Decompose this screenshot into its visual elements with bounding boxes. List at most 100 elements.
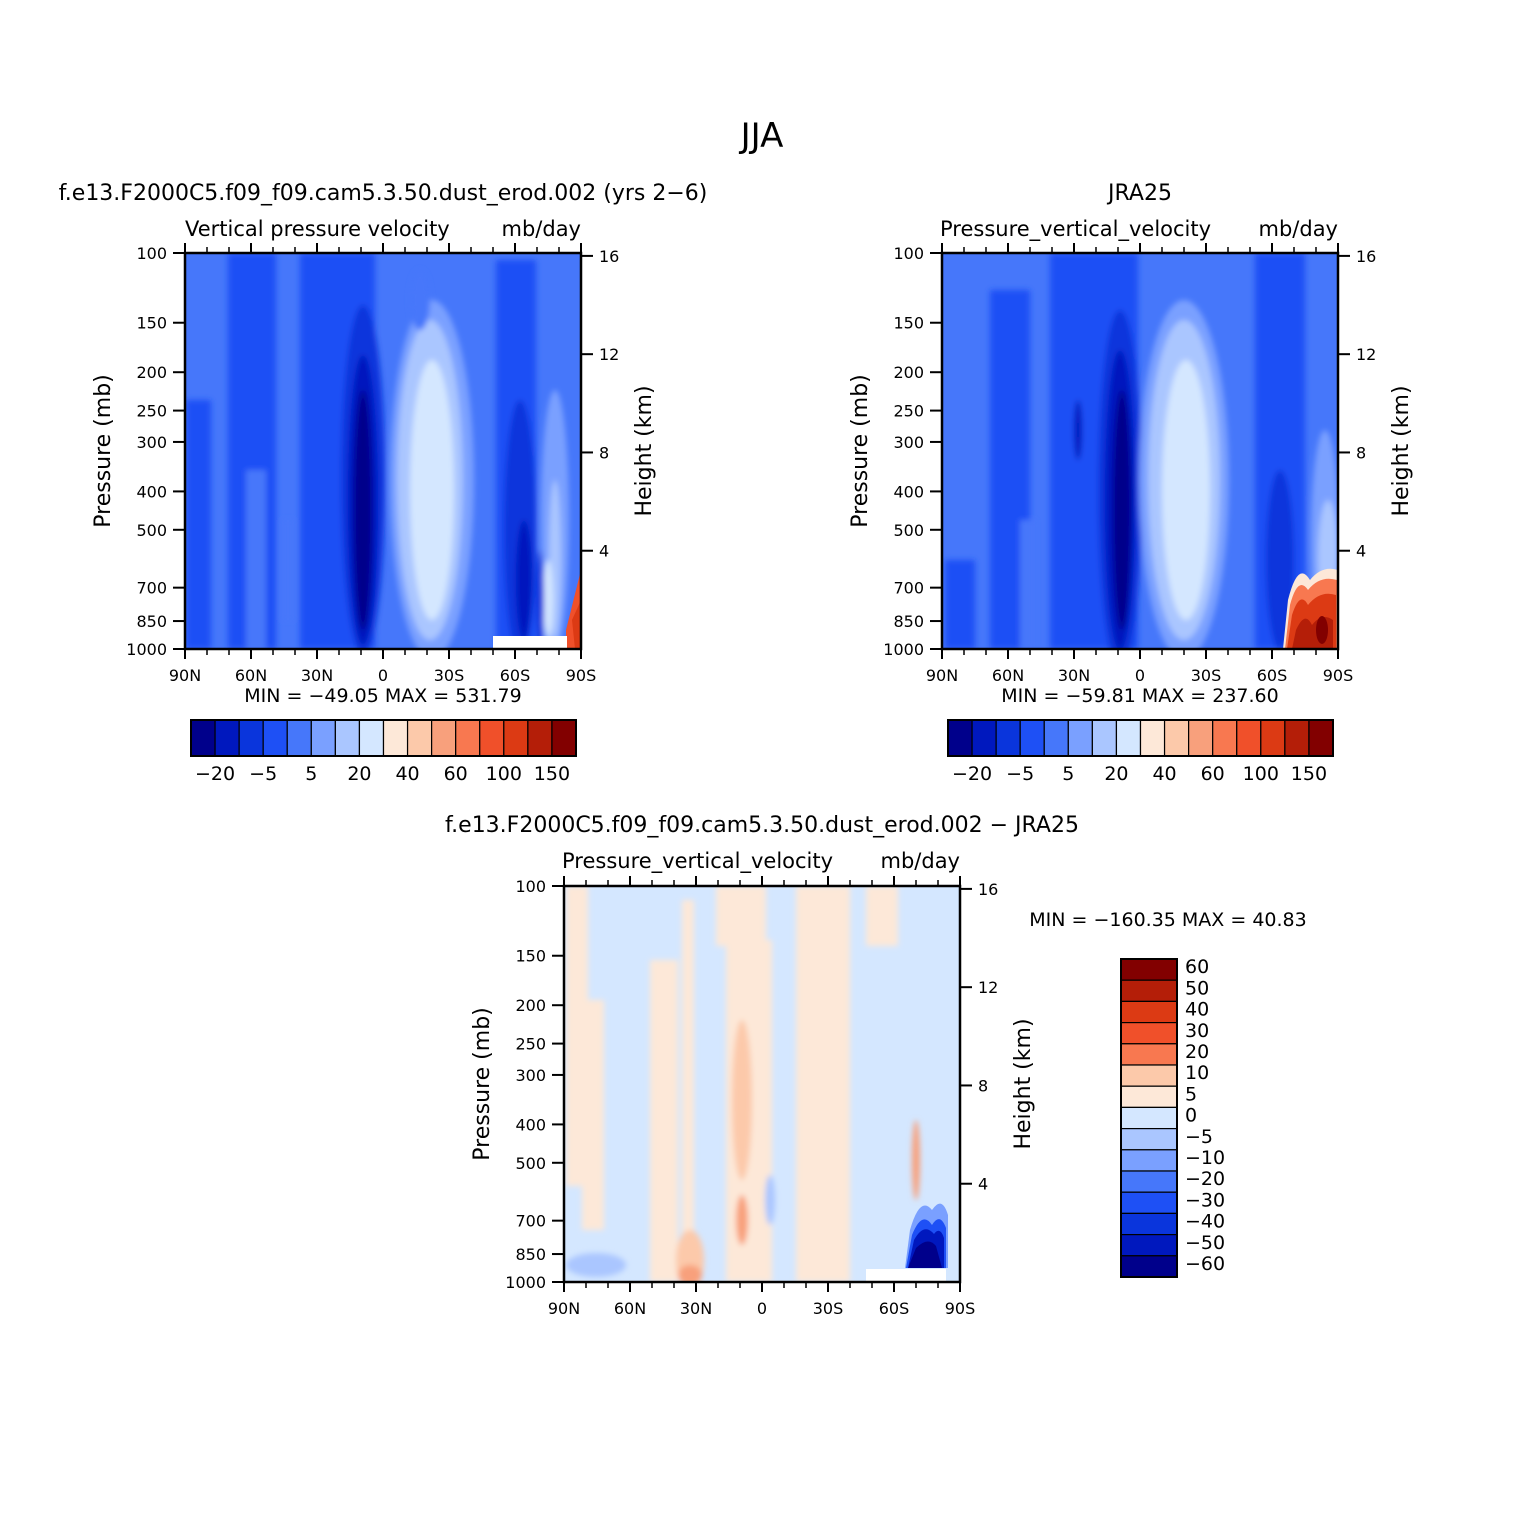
pressure-tick-label: 850 [515,1245,546,1264]
colorbar-label: 100 [1243,763,1279,785]
colorbar-swatch [1120,1043,1178,1066]
pressure-tick-label: 200 [136,363,167,382]
colorbar-swatch [1188,719,1214,757]
colorbar-label: 100 [486,763,522,785]
colorbar-label: −60 [1185,1253,1225,1275]
colorbar-label: 150 [1291,763,1327,785]
lat-tick-label: 90S [945,1299,976,1318]
lat-tick-label: 90N [926,666,958,685]
colorbar-swatch [1120,1021,1178,1045]
lat-tick-label: 90S [566,666,597,685]
pressure-tick-label: 400 [136,482,167,501]
colorbar-label: −20 [1185,1168,1225,1190]
panel-model-axes: 100 150 200 250 300 400 500 700 850 1000 16 12 8 4 90N… [91,243,657,685]
colorbar-label: 60 [1201,763,1225,785]
colorbar-label: 40 [1185,999,1209,1021]
colorbar-swatch [1236,719,1262,757]
colorbar-swatch [1120,1255,1178,1278]
lat-tick-label: 30N [1058,666,1090,685]
y-axis-label-height: Height (km) [1389,385,1414,516]
pressure-tick-label: 150 [136,314,167,333]
colorbar-outline [947,719,1334,757]
colorbar-swatch [1120,979,1178,1003]
height-tick-label: 16 [599,247,619,266]
colorbar-swatch [214,719,240,757]
colorbar-swatch [238,719,264,757]
panel-diff-var-title: Pressure_vertical_velocity [562,849,833,874]
panel-diff-stats: MIN = −160.35 MAX = 40.83 [1029,909,1306,931]
colorbar-swatch [262,719,288,757]
colorbar-label: 20 [347,763,371,785]
pressure-tick-label: 700 [515,1212,546,1231]
pressure-tick-label: 300 [893,433,924,452]
pressure-tick-label: 150 [893,314,924,333]
lat-tick-label: 30N [301,666,333,685]
pressure-tick-label: 100 [515,877,546,896]
lat-tick-label: 0 [1135,666,1145,685]
panel-model: f.e13.F2000C5.f09_f09.cam5.3.50.dust_ero… [59,181,708,785]
colorbar-label: −5 [1185,1126,1213,1148]
lat-tick-label: 30N [680,1299,712,1318]
colorbar-swatch [971,719,997,757]
colorbar-swatch [1120,1233,1178,1257]
pressure-tick-label: 300 [136,433,167,452]
y-axis-label-pressure: Pressure (mb) [91,374,116,528]
colorbar-label: 50 [1185,977,1209,999]
colorbar-label: −30 [1185,1189,1225,1211]
height-tick-label: 4 [978,1175,988,1194]
colorbar-swatch [1120,1170,1178,1193]
colorbar-swatch [947,719,973,757]
pressure-tick-label: 200 [515,996,546,1015]
panel-obs: JRA25 Pressure_vertical_velocity mb/day [848,181,1414,785]
colorbar-label: 20 [1104,763,1128,785]
colorbar-swatch [1019,719,1045,757]
y-axis-label-pressure: Pressure (mb) [470,1007,495,1161]
colorbar-label: 40 [395,763,419,785]
colorbar-swatch [431,719,457,757]
pressure-tick-label: 850 [893,612,924,631]
pressure-tick-label: 500 [893,521,924,540]
pressure-tick-label: 850 [136,612,167,631]
panel-model-colorbar: −20 −5 5 20 40 60 100 150 [190,719,577,785]
colorbar-swatch [1284,719,1310,757]
colorbar-swatch [1212,719,1238,757]
colorbar-swatch [1120,958,1178,981]
colorbar-swatch [527,719,553,757]
pressure-tick-label: 400 [893,482,924,501]
pressure-tick-label: 500 [515,1154,546,1173]
colorbar-swatch [1120,1085,1178,1108]
colorbar-swatch [1120,1000,1178,1024]
lat-tick-label: 90N [548,1299,580,1318]
pressure-tick-label: 1000 [126,640,167,659]
pressure-tick-label: 250 [893,402,924,421]
colorbar-label: 5 [1185,1083,1197,1105]
colorbar-swatch [1120,1064,1178,1087]
lat-tick-label: 0 [757,1299,767,1318]
colorbar-swatch [190,719,216,757]
height-tick-label: 12 [978,978,998,997]
pressure-tick-label: 400 [515,1115,546,1134]
panel-obs-axes: 100 150 200 250 300 400 500 700 850 1000 16 12 8 4 90N… [848,243,1414,685]
colorbar-swatch [1120,1127,1178,1151]
colorbar-label: 5 [305,763,317,785]
lat-tick-label: 60S [500,666,531,685]
pressure-tick-label: 100 [136,244,167,263]
pressure-tick-label: 250 [515,1035,546,1054]
colorbar-swatch [1120,1149,1178,1172]
panel-obs-var-title: Pressure_vertical_velocity [940,217,1211,242]
lat-tick-label: 60N [992,666,1024,685]
colorbar-swatch [479,719,505,757]
panel-diff-field [564,886,960,1282]
panel-model-case-title: f.e13.F2000C5.f09_f09.cam5.3.50.dust_ero… [59,181,708,206]
pressure-tick-label: 500 [136,521,167,540]
colorbar-label: −40 [1185,1211,1225,1233]
colorbar-label: −10 [1185,1147,1225,1169]
colorbar-label: 5 [1062,763,1074,785]
colorbar-label: 30 [1185,1020,1209,1042]
lat-tick-label: 60N [235,666,267,685]
panel-model-units: mb/day [502,217,582,241]
colorbar-swatch [1139,719,1166,757]
colorbar-swatch [334,719,361,757]
panel-diff-axes: 100 150 200 250 300 400 500 700 850 1000 16 12 8 4 90N… [470,876,1036,1318]
colorbar-label: 40 [1152,763,1176,785]
